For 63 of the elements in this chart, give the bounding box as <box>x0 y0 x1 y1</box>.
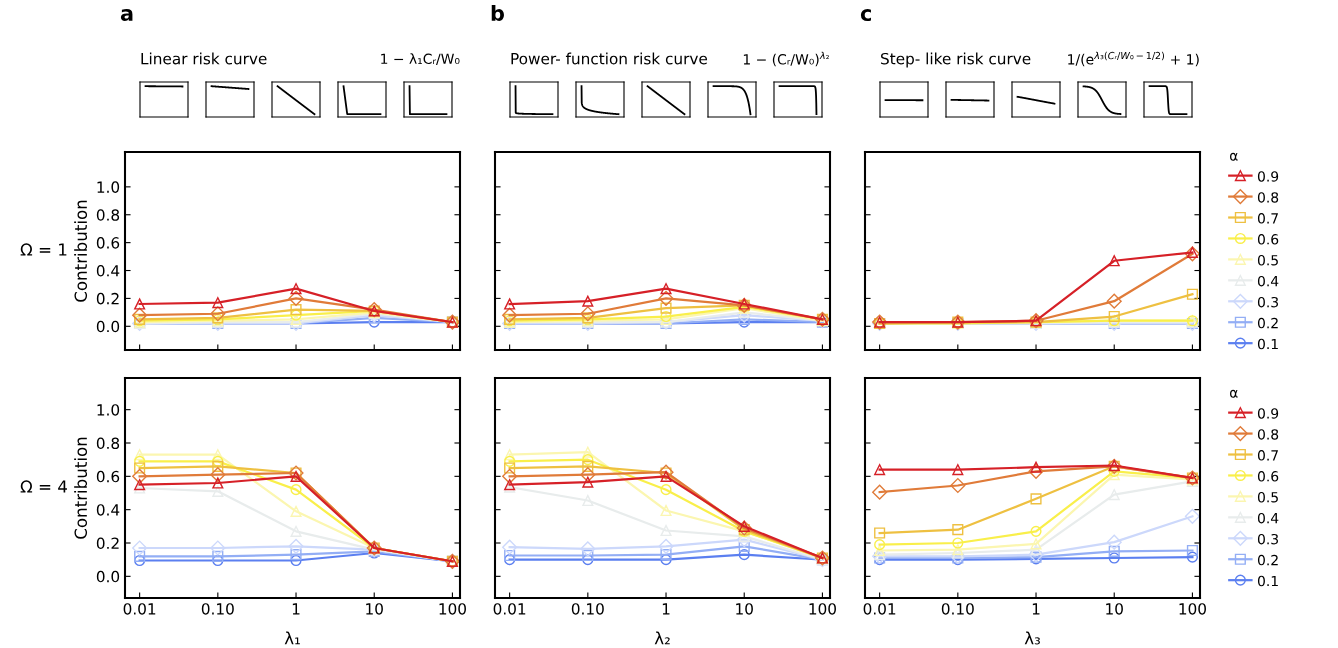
y-tick-label: 1.0 <box>97 404 120 416</box>
legend-title: α <box>1230 152 1238 161</box>
x-tick-label: 1 <box>292 603 300 615</box>
legend-label: 0.8 <box>1257 192 1279 203</box>
legend-label: 0.9 <box>1257 408 1279 419</box>
legend-label: 0.1 <box>1257 338 1278 350</box>
chart-title: Step- like risk curve <box>881 52 1031 68</box>
y-tick-label: 0.6 <box>96 470 120 483</box>
chart-subtitle: 1/(e$^{λ₃(Cᵣ/W₀−1/2)}$ + 1) <box>1068 51 1199 67</box>
legend-label: 0.3 <box>1257 296 1278 308</box>
y-tick-label: 0.0 <box>96 320 120 333</box>
legend-label: 0.2 <box>1257 554 1278 566</box>
x-tick-label: 100 <box>439 603 466 615</box>
x-axis-title: λ₂ <box>654 631 670 645</box>
chart-title: Power- function risk curve <box>511 52 708 65</box>
x-tick-label: 0.10 <box>571 603 604 615</box>
x-tick-label: 0.10 <box>941 603 974 615</box>
legend-label: 0.7 <box>1257 450 1278 461</box>
y-tick-label: 1.0 <box>97 181 120 193</box>
legend-label: 0.3 <box>1257 533 1278 545</box>
x-tick-label: 1 <box>662 603 670 615</box>
y-tick-label: 0.8 <box>96 209 120 221</box>
x-tick-label: 100 <box>1179 603 1206 615</box>
x-tick-label: 10 <box>736 603 753 615</box>
text: Ω = 4 <box>20 480 67 493</box>
text: b <box>491 4 504 22</box>
chart-subtitle: 1 − λ₁Cᵣ/W₀ <box>381 53 460 66</box>
x-tick-label: 10 <box>366 603 383 615</box>
chart-subtitle: 1 − (Cᵣ/W₀)$^{λ₂}$ <box>743 51 829 67</box>
x-tick-label: 10 <box>1106 603 1123 615</box>
legend-label: 0.4 <box>1257 275 1279 287</box>
legend-title: α <box>1230 389 1238 398</box>
legend-label: 0.1 <box>1257 575 1278 587</box>
legend-label: 0.7 <box>1257 213 1278 224</box>
y-tick-label: 0.6 <box>96 237 120 249</box>
y-axis-title: Contribution <box>74 200 88 302</box>
y-tick-label: 0.2 <box>96 292 119 305</box>
text: c <box>860 9 871 22</box>
legend-label: 0.5 <box>1257 492 1278 503</box>
legend-label: 0.4 <box>1257 512 1279 524</box>
chart-title: Linear risk curve <box>141 52 267 65</box>
text: a <box>120 9 133 22</box>
x-axis-title: λ₃ <box>1024 631 1040 645</box>
y-tick-label: 0.0 <box>96 570 120 583</box>
legend-label: 0.6 <box>1257 234 1279 245</box>
y-axis-title: Contribution <box>74 437 88 539</box>
x-tick-label: 1 <box>1032 603 1040 615</box>
y-tick-label: 0.4 <box>96 264 120 277</box>
text: Ω = 1 <box>20 243 67 256</box>
y-tick-label: 0.2 <box>96 537 119 550</box>
x-tick-label: 0.10 <box>201 603 234 615</box>
legend-label: 0.6 <box>1257 471 1279 482</box>
x-tick-label: 0.01 <box>123 603 156 615</box>
legend-label: 0.2 <box>1257 317 1278 329</box>
legend-label: 0.9 <box>1257 171 1279 182</box>
x-tick-label: 100 <box>809 603 836 615</box>
y-tick-label: 0.4 <box>96 504 120 516</box>
legend-label: 0.5 <box>1257 255 1278 266</box>
legend-label: 0.8 <box>1257 429 1279 440</box>
x-tick-label: 0.01 <box>863 603 896 615</box>
y-tick-label: 0.8 <box>96 437 120 450</box>
x-axis-title: λ₁ <box>284 631 300 645</box>
x-tick-label: 0.01 <box>493 603 526 615</box>
